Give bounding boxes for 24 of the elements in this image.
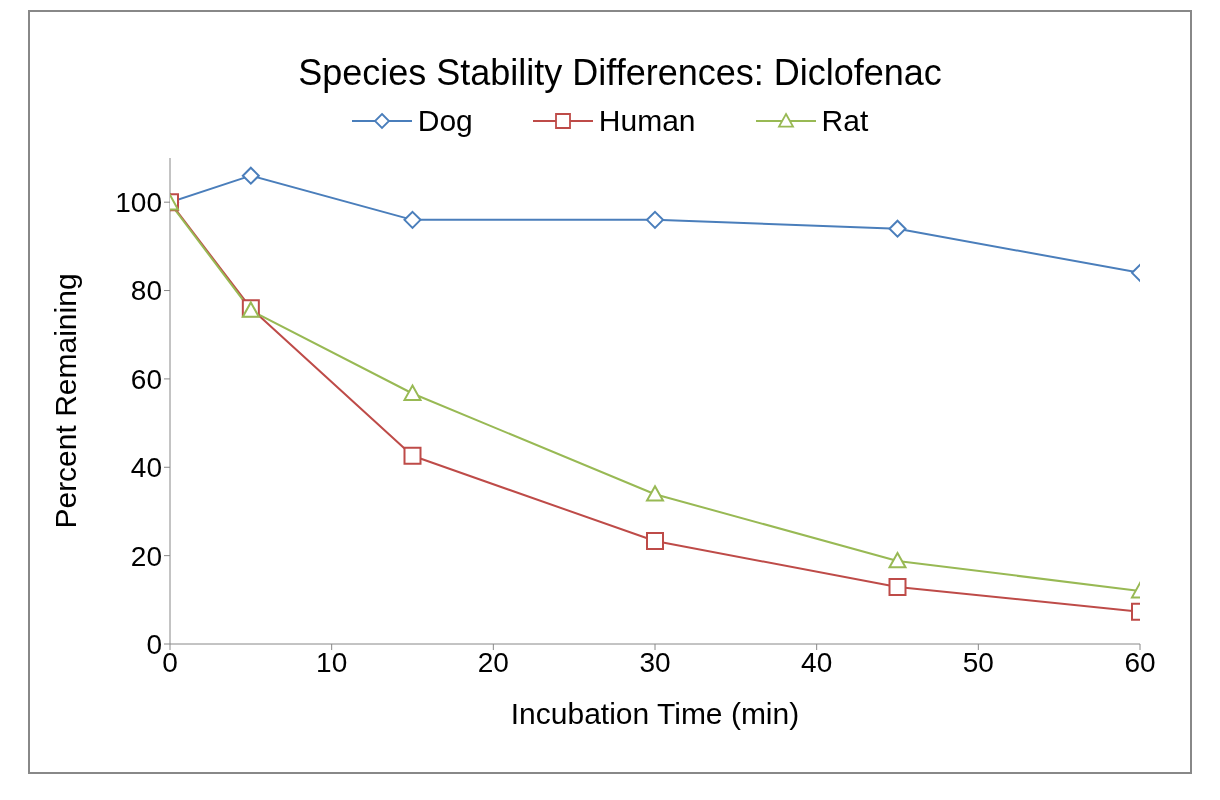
point [403,384,422,401]
legend-label: Human [598,104,696,138]
point [241,166,260,185]
point [403,210,422,229]
chart-title: Species Stability Differences: Diclofenac [297,52,943,94]
x-tick-label: 50 [962,646,994,678]
y-tick-label: 20 [130,540,162,572]
point [403,446,422,465]
y-tick-label: 100 [115,187,162,219]
y-tick-label: 60 [130,363,162,395]
point [646,485,664,502]
x-axis-title: Incubation Time (min) [510,697,800,730]
point [646,532,664,551]
x-tick-label: 30 [639,646,671,678]
x-tick-label: 10 [316,646,348,678]
x-tick-label: 20 [477,646,509,678]
y-tick-label: 80 [130,275,162,307]
legend-label: Dog [417,104,473,138]
y-tick-label: 40 [130,452,162,484]
point [646,210,664,229]
x-tick-label: 40 [801,646,833,678]
legend-label: Rat [821,104,869,138]
x-tick-label: 60 [1124,646,1156,678]
y-axis-title: Percent Remaining [48,273,82,529]
